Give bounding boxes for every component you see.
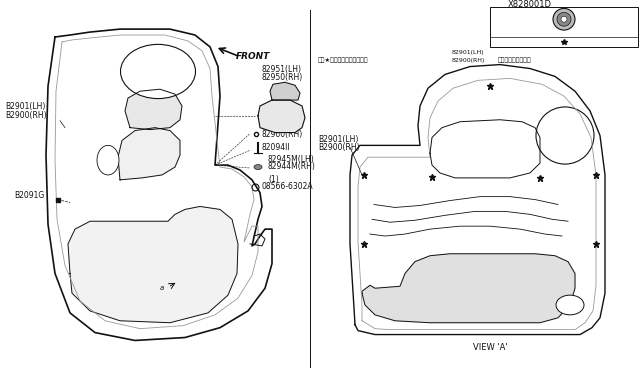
Ellipse shape: [556, 295, 584, 315]
Text: 82960(RH): 82960(RH): [262, 129, 303, 138]
Polygon shape: [68, 206, 238, 323]
Ellipse shape: [561, 16, 567, 22]
Polygon shape: [362, 254, 575, 323]
Polygon shape: [125, 89, 182, 129]
Text: FRONT: FRONT: [236, 52, 270, 61]
Text: B2091G: B2091G: [14, 190, 44, 200]
Text: 注）★印の部品は部品コード: 注）★印の部品は部品コード: [318, 57, 369, 62]
Ellipse shape: [254, 164, 262, 170]
Ellipse shape: [553, 9, 575, 30]
Polygon shape: [258, 100, 305, 132]
Text: B2901(LH): B2901(LH): [318, 135, 358, 144]
Text: 82944M(RH): 82944M(RH): [268, 162, 316, 171]
Polygon shape: [350, 65, 605, 334]
Polygon shape: [118, 128, 180, 180]
Ellipse shape: [97, 145, 119, 175]
Text: B2900(RH): B2900(RH): [318, 143, 360, 152]
Polygon shape: [270, 82, 300, 100]
Text: B2901(LH): B2901(LH): [5, 102, 45, 111]
Text: 08566-6302A: 08566-6302A: [262, 182, 314, 191]
Text: の位置を示します。: の位置を示します。: [498, 57, 532, 62]
Text: 82094II: 82094II: [262, 143, 291, 152]
Text: 82945M(LH): 82945M(LH): [268, 155, 315, 164]
Text: 82900(RH): 82900(RH): [452, 58, 485, 62]
Polygon shape: [430, 120, 540, 178]
Ellipse shape: [120, 44, 195, 99]
Text: (1): (1): [268, 175, 279, 184]
Text: 82901(LH): 82901(LH): [452, 50, 484, 55]
Text: 82950(RH): 82950(RH): [262, 73, 303, 82]
Text: a: a: [160, 285, 164, 291]
Bar: [490, 7, 638, 47]
Text: VIEW 'A': VIEW 'A': [473, 343, 508, 352]
Text: B2900(RH): B2900(RH): [5, 111, 47, 120]
Text: 82900F: 82900F: [505, 28, 531, 34]
Polygon shape: [46, 29, 272, 340]
Ellipse shape: [557, 12, 571, 26]
Text: X828001D: X828001D: [508, 0, 552, 9]
Text: 82961(LH): 82961(LH): [262, 123, 302, 132]
Text: 82951(LH): 82951(LH): [262, 65, 302, 74]
Ellipse shape: [536, 107, 594, 164]
